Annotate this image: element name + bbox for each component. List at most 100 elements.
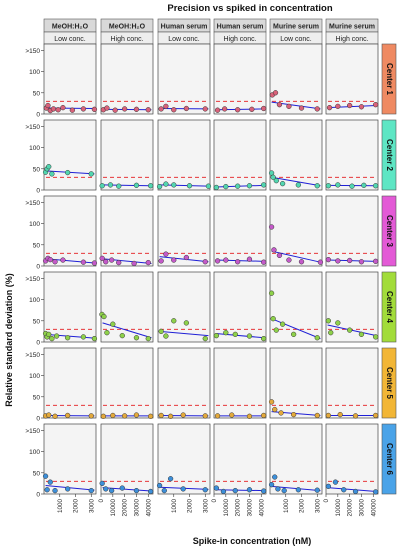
x-tick-label: 30000 (246, 499, 253, 517)
data-point (346, 102, 353, 109)
data-point (337, 411, 343, 418)
x-tick-label: 1000 (57, 499, 64, 514)
data-point (147, 413, 154, 419)
x-tick-label: 2000 (299, 499, 306, 514)
data-point (103, 259, 109, 265)
panel (157, 271, 211, 343)
data-point (273, 327, 279, 333)
data-point (372, 258, 379, 264)
data-point (119, 332, 125, 339)
data-point (91, 260, 98, 266)
data-point (325, 183, 332, 189)
data-point (44, 487, 50, 493)
data-point (298, 105, 305, 111)
data-point (49, 335, 55, 342)
panel (213, 347, 267, 419)
y-tick-label: >150 (25, 48, 40, 55)
data-point (64, 169, 71, 176)
y-tick-label: >150 (25, 428, 40, 435)
panel (325, 271, 379, 343)
data-point (317, 259, 324, 265)
data-point (202, 259, 208, 265)
data-point (335, 182, 341, 188)
data-point (145, 335, 151, 342)
data-point (133, 182, 140, 188)
facet-grid: MeOH:H₂O Low conc. MeOH:H₂O High conc. Human… (25, 18, 397, 517)
trend-line (159, 330, 209, 337)
data-point (52, 259, 58, 265)
data-point (163, 181, 169, 187)
data-point (273, 178, 279, 184)
y-tick-label: 100 (29, 373, 40, 380)
center-strip-label: Center 2 (385, 139, 394, 172)
strip-level-label: High conc. (110, 36, 143, 43)
x-tick-label: 10000 (335, 499, 342, 517)
x-tick-label: 2000 (73, 499, 80, 514)
data-point (271, 247, 277, 253)
data-point (278, 410, 284, 416)
x-tick-label: 40000 (145, 499, 152, 517)
data-point (110, 321, 116, 327)
x-tick-label: 10000 (110, 499, 117, 517)
data-point (108, 487, 115, 494)
data-point (47, 479, 53, 485)
data-point (352, 413, 359, 419)
data-point (286, 257, 292, 263)
data-point (50, 106, 57, 112)
x-tick-label: 20000 (347, 499, 354, 517)
data-point (346, 327, 353, 333)
panel (100, 347, 154, 419)
center-strip (381, 271, 397, 343)
data-point (335, 258, 341, 264)
trend-line (271, 318, 321, 340)
data-point (295, 487, 302, 493)
data-point (246, 413, 253, 419)
trend-line (45, 333, 95, 339)
data-point (186, 183, 193, 189)
data-point (332, 479, 339, 485)
panel (100, 195, 154, 267)
data-point (156, 482, 163, 489)
data-point (279, 321, 286, 327)
data-point (167, 476, 174, 482)
data-point (88, 413, 94, 419)
data-point (260, 182, 267, 188)
data-point (116, 183, 122, 189)
center-strip-label: Center 5 (385, 367, 394, 400)
x-tick-label: 0 (211, 499, 218, 503)
strip-level-label: High conc. (335, 36, 368, 43)
data-point (183, 105, 190, 112)
data-point (99, 255, 105, 262)
data-point (268, 399, 275, 405)
y-tick-label: 0 (36, 340, 40, 347)
x-tick-label: 1000 (283, 499, 290, 514)
panel (157, 423, 211, 495)
y-tick-label: 0 (36, 112, 40, 119)
data-point (64, 412, 71, 419)
chart-title: Precision vs spiked in concentration (167, 3, 332, 14)
x-tick-label: 40000 (258, 499, 265, 517)
data-point (221, 106, 228, 112)
data-point (213, 485, 220, 491)
data-point (214, 107, 221, 113)
trend-line (327, 487, 377, 492)
strip-matrix-label: Murine serum (273, 24, 319, 31)
data-point (325, 256, 332, 263)
data-point (372, 183, 379, 189)
data-point (108, 257, 115, 263)
panel (213, 271, 267, 343)
data-point (145, 107, 151, 113)
data-point (358, 259, 365, 265)
data-point (223, 183, 229, 190)
data-point (202, 106, 208, 112)
data-point (147, 183, 154, 189)
strip-matrix-label: Human serum (161, 24, 208, 31)
data-point (202, 487, 208, 493)
data-point (42, 473, 49, 479)
center-strip (381, 119, 397, 191)
data-point (133, 487, 140, 494)
x-tick-label: 10000 (223, 499, 230, 517)
data-point (314, 106, 320, 112)
data-point (260, 488, 267, 494)
